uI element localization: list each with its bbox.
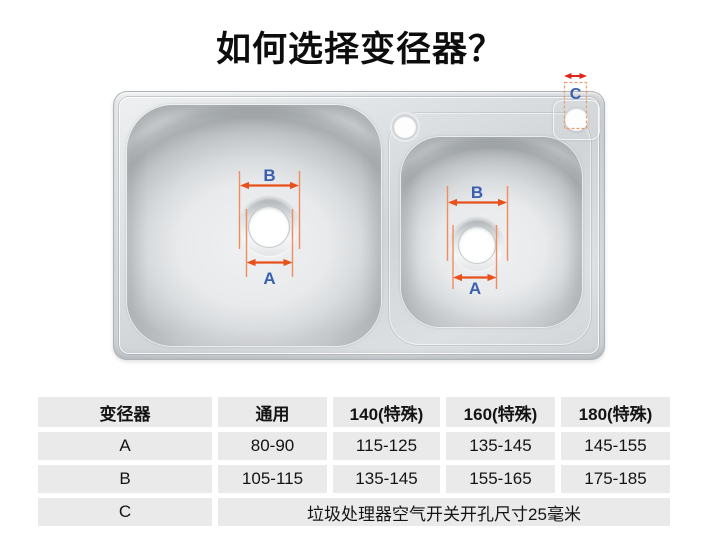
row-b-label: B bbox=[38, 465, 212, 493]
row-c-note: 垃圾处理器空气开关开孔尺寸25毫米 bbox=[218, 498, 670, 526]
header-180: 180(特殊) bbox=[561, 397, 670, 427]
header-general: 通用 bbox=[218, 397, 327, 427]
air-switch-hole bbox=[565, 108, 588, 131]
row-a-160: 135-145 bbox=[446, 432, 555, 460]
header-reducer: 变径器 bbox=[38, 397, 212, 427]
spec-table: 变径器 通用 140(特殊) 160(特殊) 180(特殊) A 80-90 1… bbox=[32, 392, 676, 531]
table-row-c: C 垃圾处理器空气开关开孔尺寸25毫米 bbox=[38, 498, 670, 526]
row-c-label: C bbox=[38, 498, 212, 526]
table-row-b: B 105-115 135-145 155-165 175-185 bbox=[38, 465, 670, 493]
right-drain-opening bbox=[458, 226, 496, 264]
arrow-right-icon bbox=[579, 73, 587, 79]
header-140: 140(特殊) bbox=[333, 397, 440, 427]
row-a-140: 115-125 bbox=[333, 432, 440, 460]
row-a-180: 145-155 bbox=[561, 432, 670, 460]
left-drain-hole bbox=[240, 198, 298, 256]
faucet-hole bbox=[394, 116, 416, 138]
sink-photo bbox=[113, 91, 605, 360]
row-b-140: 135-145 bbox=[333, 465, 440, 493]
row-b-180: 175-185 bbox=[561, 465, 670, 493]
row-a-general: 80-90 bbox=[218, 432, 327, 460]
row-b-general: 105-115 bbox=[218, 465, 327, 493]
row-b-160: 155-165 bbox=[446, 465, 555, 493]
header-160: 160(特殊) bbox=[446, 397, 555, 427]
page-title: 如何选择变径器？ bbox=[215, 30, 504, 69]
row-a-label: A bbox=[38, 432, 212, 460]
table-row-a: A 80-90 115-125 135-145 145-155 bbox=[38, 432, 670, 460]
table-header-row: 变径器 通用 140(特殊) 160(特殊) 180(特殊) bbox=[38, 397, 670, 427]
arrow-left-icon bbox=[564, 73, 572, 79]
left-drain-opening bbox=[248, 206, 290, 248]
right-drain-hole bbox=[451, 219, 503, 271]
